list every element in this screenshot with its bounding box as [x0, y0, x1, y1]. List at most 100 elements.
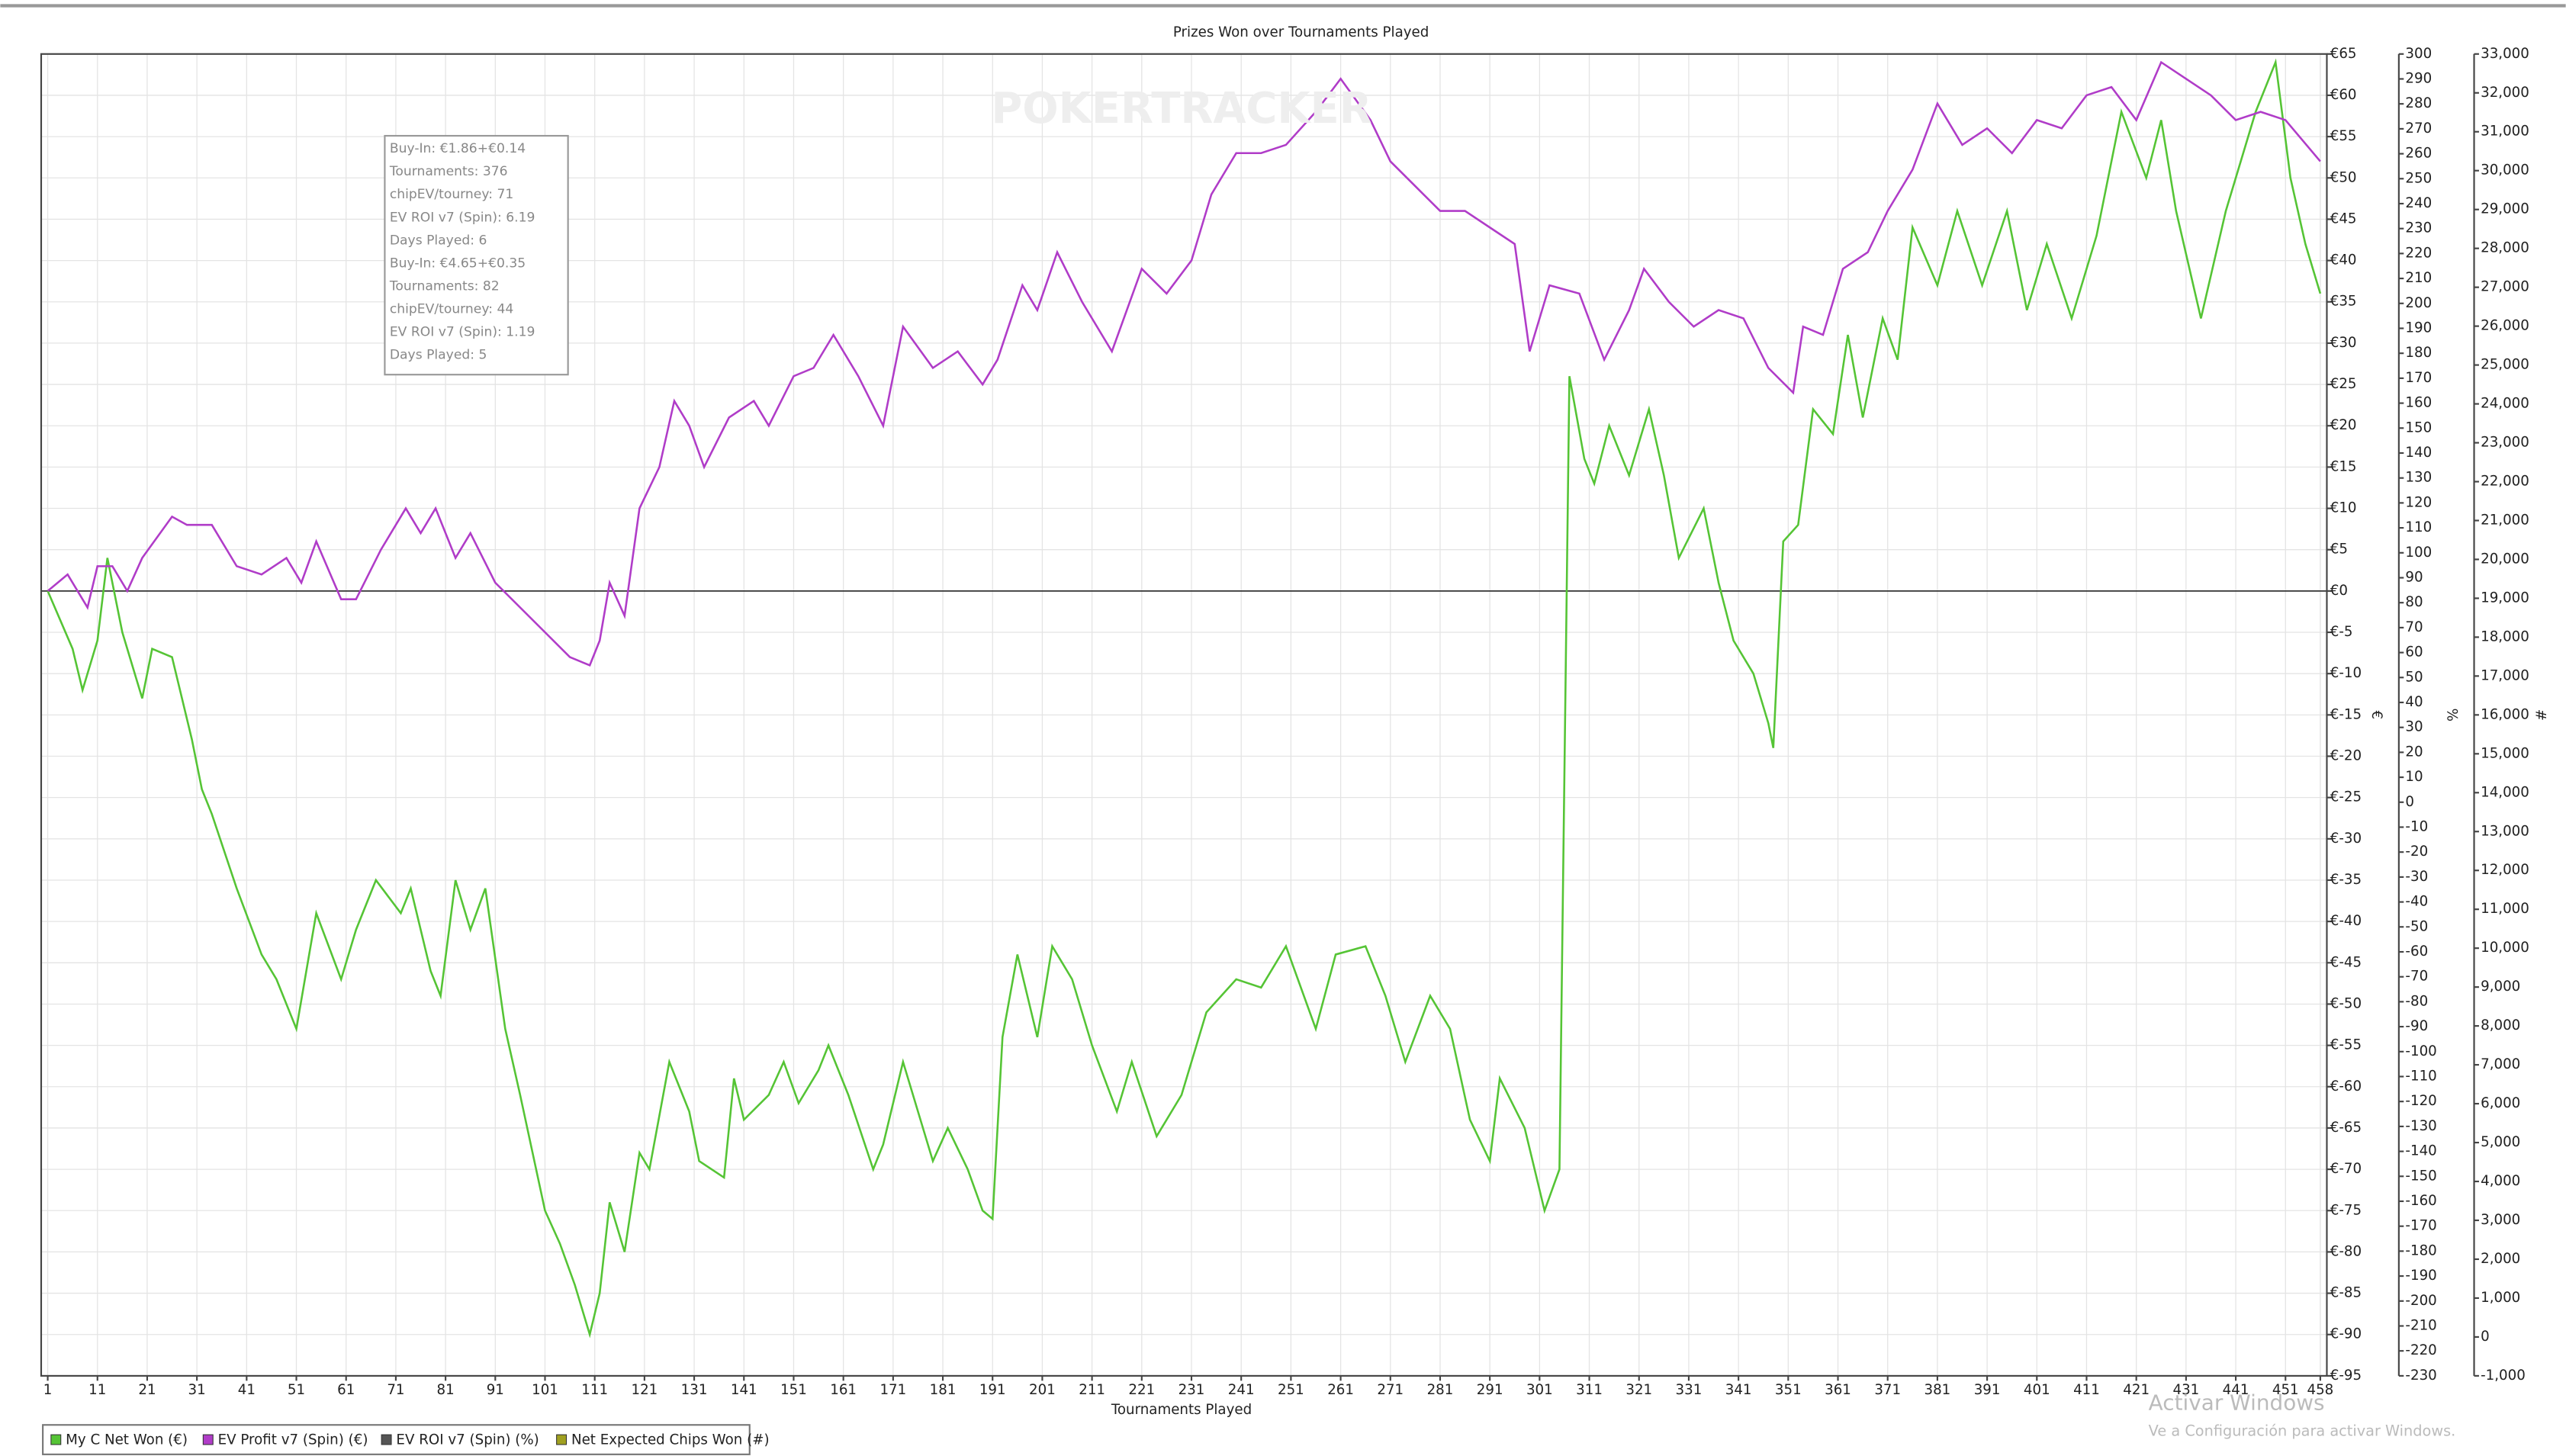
- y-tick-label: €-45: [2330, 954, 2362, 970]
- x-tick-label: 91: [487, 1382, 504, 1398]
- y-tick-label: €-60: [2330, 1078, 2362, 1094]
- y3-tick-label: 30,000: [2481, 162, 2529, 178]
- x-tick-label: 361: [1825, 1382, 1851, 1398]
- y-tick-label: €40: [2330, 252, 2357, 268]
- y3-tick-label: 27,000: [2481, 279, 2529, 295]
- stats-line: Tournaments: 376: [389, 164, 508, 179]
- y3-tick-label: 29,000: [2481, 201, 2529, 217]
- y-tick-label: €30: [2330, 335, 2357, 351]
- x-tick-label: 301: [1526, 1382, 1553, 1398]
- y-tick-label: €-25: [2330, 789, 2362, 805]
- y-tick-label: €-75: [2330, 1202, 2362, 1218]
- y3-tick-label: 25,000: [2481, 357, 2529, 373]
- y3-tick-label: 31,000: [2481, 124, 2529, 140]
- legend-label: EV Profit v7 (Spin) (€): [218, 1432, 368, 1448]
- y2-tick-label: 250: [2405, 170, 2432, 186]
- stats-line: Days Played: 5: [390, 347, 487, 362]
- y3-tick-label: 22,000: [2481, 473, 2529, 489]
- y-tick-label: €-10: [2330, 665, 2362, 681]
- y2-tick-label: 220: [2405, 245, 2432, 261]
- y3-tick-label: 20,000: [2481, 551, 2529, 567]
- y3-tick-label: 16,000: [2481, 706, 2529, 722]
- legend-swatch: [556, 1434, 568, 1445]
- y2-tick-label: -230: [2405, 1368, 2436, 1384]
- x-tick-label: 321: [1625, 1382, 1652, 1398]
- y3-tick-label: 17,000: [2481, 667, 2529, 683]
- stats-line: Tournaments: 82: [389, 278, 500, 294]
- y2-tick-label: -10: [2405, 818, 2428, 834]
- y2-tick-label: -210: [2405, 1317, 2436, 1333]
- y2-tick-label: -220: [2405, 1342, 2436, 1358]
- y2-tick-label: 20: [2405, 744, 2423, 760]
- y2-tick-label: -50: [2405, 918, 2428, 934]
- y3-tick-label: 14,000: [2481, 784, 2529, 800]
- x-tick-label: 371: [1874, 1382, 1901, 1398]
- y2-tick-label: -20: [2405, 844, 2428, 860]
- y2-tick-label: -80: [2405, 993, 2428, 1009]
- y2-tick-label: 90: [2405, 569, 2423, 585]
- y3-tick-label: 10,000: [2481, 940, 2529, 956]
- y2-tick-label: 140: [2405, 445, 2432, 461]
- y2-tick-label: 60: [2405, 644, 2423, 661]
- plot-frame: [40, 53, 2328, 1377]
- y2-tick-label: 70: [2405, 619, 2423, 635]
- y2-tick-label: -150: [2405, 1168, 2436, 1184]
- y2-tick-label: -130: [2405, 1118, 2436, 1134]
- y3-tick-label: 8,000: [2481, 1017, 2520, 1033]
- y-axis-title: €: [2368, 711, 2384, 720]
- x-tick-label: 271: [1377, 1382, 1404, 1398]
- x-tick-label: 21: [138, 1382, 156, 1398]
- y2-tick-label: 300: [2405, 46, 2432, 62]
- y2-tick-label: 190: [2405, 320, 2432, 336]
- stats-box-text: Buy-In: €1.86+€0.14 Tournaments: 376 chipE…: [389, 141, 535, 362]
- x-tick-label: 51: [288, 1382, 305, 1398]
- y-tick-label: €-55: [2330, 1037, 2362, 1053]
- chart-title: Prizes Won over Tournaments Played: [1173, 24, 1429, 40]
- y3-tick-label: -1,000: [2481, 1368, 2526, 1384]
- x-tick-label: 351: [1775, 1382, 1802, 1398]
- y-tick-label: €-50: [2330, 995, 2362, 1011]
- y3-tick-label: 0: [2481, 1329, 2490, 1345]
- legend-label: EV ROI v7 (Spin) (%): [396, 1432, 539, 1448]
- x-tick-label: 141: [731, 1382, 757, 1398]
- y2-tick-label: 110: [2405, 519, 2432, 535]
- y-tick-label: €55: [2330, 128, 2357, 144]
- x-tick-label: 131: [681, 1382, 708, 1398]
- x-tick-label: 421: [2123, 1382, 2150, 1398]
- x-tick-label: 331: [1676, 1382, 1703, 1398]
- x-tick-label: 41: [238, 1382, 256, 1398]
- x-tick-label: 391: [1974, 1382, 2001, 1398]
- y3-tick-label: 28,000: [2481, 240, 2529, 256]
- y2-tick-label: 150: [2405, 419, 2432, 436]
- x-tick-label: 201: [1029, 1382, 1056, 1398]
- y-tick-label: €-20: [2330, 748, 2362, 764]
- y2-tick-label: 50: [2405, 669, 2423, 685]
- x-tick-label: 341: [1725, 1382, 1752, 1398]
- y3-tick-label: 15,000: [2481, 745, 2529, 761]
- y2-tick-label: 240: [2405, 195, 2432, 211]
- y2-tick-label: 130: [2405, 470, 2432, 486]
- x-tick-label: 1: [43, 1382, 53, 1398]
- y3-tick-label: 23,000: [2481, 435, 2529, 451]
- y2-tick-label: 260: [2405, 146, 2432, 162]
- legend-label: Net Expected Chips Won (#): [571, 1432, 770, 1448]
- y2-tick-label: 270: [2405, 121, 2432, 137]
- x-tick-label: 431: [2172, 1382, 2199, 1398]
- x-tick-label: 221: [1128, 1382, 1155, 1398]
- watermark: POKERTRACKER: [991, 84, 1371, 133]
- y3-tick-label: 5,000: [2481, 1134, 2520, 1150]
- y2-tick-label: 120: [2405, 494, 2432, 510]
- y2-tick-label: 280: [2405, 95, 2432, 111]
- y-tick-label: €-90: [2330, 1326, 2362, 1342]
- y-tick-label: €65: [2330, 46, 2357, 62]
- y3-tick-label: 1,000: [2481, 1290, 2520, 1306]
- y2-tick-label: -40: [2405, 894, 2428, 910]
- x-axis-title: Tournaments Played: [1111, 1402, 1252, 1418]
- y-tick-label: €-30: [2330, 831, 2362, 847]
- y-tick-label: €50: [2330, 169, 2357, 185]
- series-line: [47, 60, 2321, 667]
- x-tick-label: 61: [337, 1382, 355, 1398]
- stats-line: Buy-In: €1.86+€0.14: [390, 141, 526, 156]
- y3-tick-label: 24,000: [2481, 396, 2529, 412]
- y2-tick-label: -140: [2405, 1143, 2436, 1159]
